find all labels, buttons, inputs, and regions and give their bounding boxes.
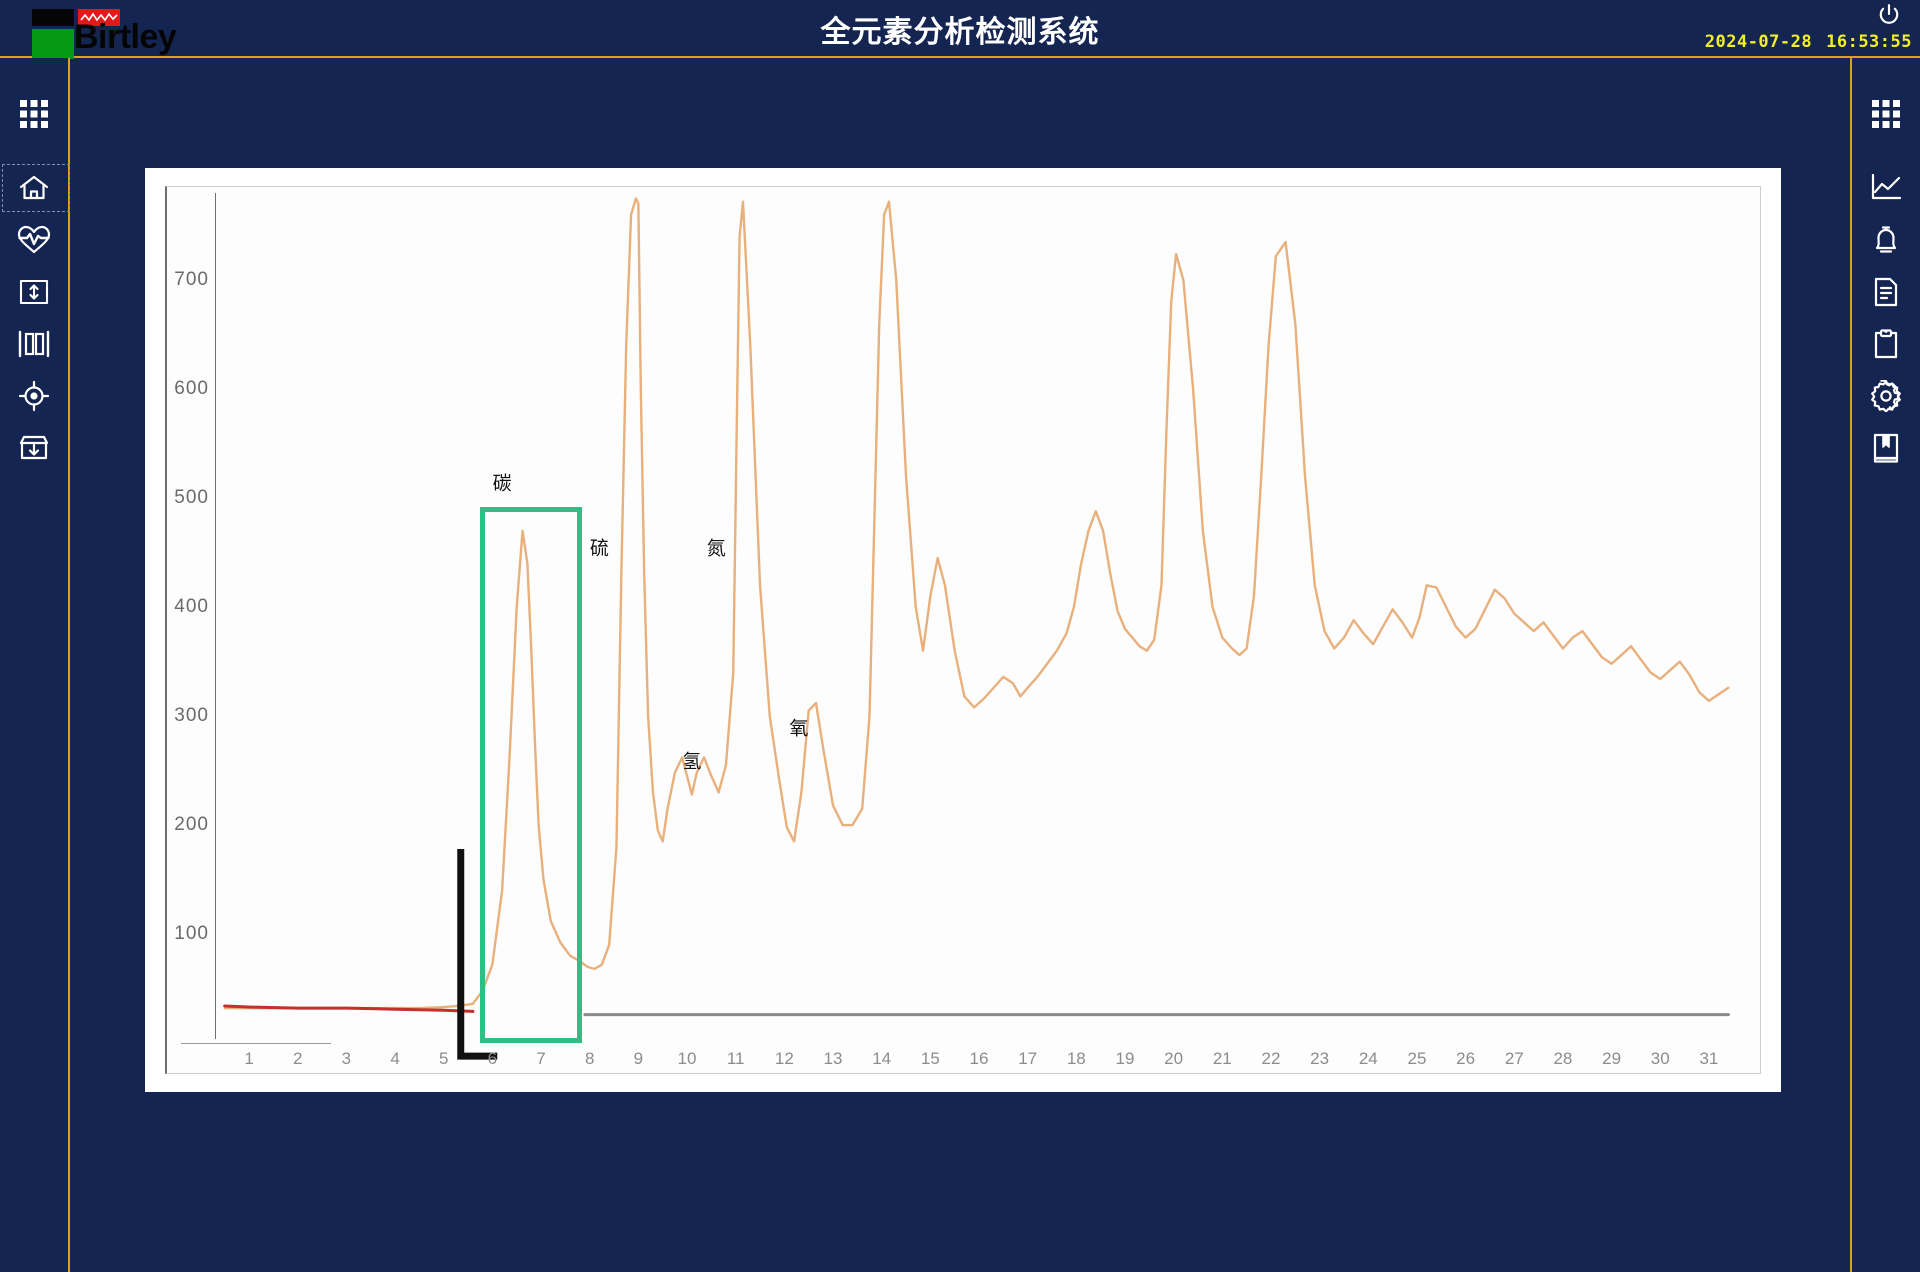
datetime-display: 2024-07-28 16:53:55 [1705, 32, 1912, 52]
birtley-logo[interactable]: Birtley [22, 4, 182, 59]
logo-green-block [32, 29, 74, 59]
bell-icon [1872, 224, 1900, 256]
document-icon [1872, 276, 1900, 308]
logo-wordmark: Birtley [74, 18, 177, 56]
sidebar-item-grid-menu-right[interactable] [1854, 88, 1918, 140]
page-title: 全元素分析检测系统 [820, 15, 1100, 50]
x-axis-tick-label: 9 [633, 1049, 644, 1068]
y-axis-tick-label: 500 [174, 487, 209, 509]
x-axis-tick-label: 6 [487, 1049, 498, 1068]
series-baseline-red [225, 1006, 473, 1011]
right-sidebar [1850, 58, 1920, 1272]
book-bookmark-icon [1871, 432, 1901, 464]
x-axis-tick-label: 30 [1650, 1049, 1670, 1068]
clock-time: 16:53:55 [1826, 32, 1912, 52]
sidebar-item-heart-pulse[interactable] [2, 214, 66, 266]
peak-label-hydrogen: 氢 [682, 750, 702, 773]
y-axis-tick-label: 400 [174, 596, 209, 618]
logo-red-block [78, 9, 120, 26]
x-axis-tick-label: 15 [920, 1049, 940, 1068]
x-axis-tick-label: 25 [1407, 1049, 1427, 1068]
x-axis-tick-label: 20 [1164, 1049, 1184, 1068]
gear-icon [1870, 380, 1902, 412]
sidebar-item-bar-chart[interactable] [2, 318, 66, 370]
x-axis-tick-label: 4 [390, 1049, 400, 1068]
x-axis-tick-label: 22 [1261, 1049, 1281, 1068]
sidebar-item-home[interactable] [2, 162, 70, 214]
peak-label-oxygen: 氧 [789, 717, 809, 740]
clock-date: 2024-07-28 [1704, 32, 1813, 52]
y-axis-tick-label: 700 [174, 269, 209, 291]
x-axis-tick-label: 1 [244, 1049, 254, 1068]
x-axis-stub-line [181, 1043, 331, 1044]
spectrum-chart-panel: 100 200 300 400 500 600 700 碳硫氮氧氢 1 2 3 4 5 6 7 8 9 10 1… [145, 168, 1781, 1092]
x-axis-tick-label: 13 [823, 1049, 843, 1068]
x-axis-tick-label: 7 [536, 1049, 546, 1068]
sidebar-item-document[interactable] [1854, 266, 1918, 318]
series-spectrum [225, 198, 1729, 1008]
spectrum-curves [215, 193, 1743, 1043]
x-axis-tick-label: 18 [1066, 1049, 1086, 1068]
sidebar-item-clipboard[interactable] [1854, 318, 1918, 370]
peak-label-nitrogen: 氮 [706, 537, 726, 560]
x-axis-tick-label: 14 [872, 1049, 892, 1068]
grid-menu-icon [19, 99, 49, 129]
x-axis-tick-label: 31 [1699, 1049, 1719, 1068]
y-axis-tick-label: 200 [174, 814, 209, 836]
plot-area[interactable]: 碳硫 氮氧氢 [215, 193, 1743, 1043]
peak-label-sulfur: 硫 [589, 537, 609, 560]
sidebar-item-target[interactable] [2, 370, 66, 422]
x-axis-labels: 1 2 3 4 5 6 7 8 9 10 11 12 13 14 15 16 17 18 19 20 21 22 23 24 2… [215, 1049, 1743, 1079]
integration-bracket [461, 849, 497, 1056]
y-axis-tick-label: 600 [174, 378, 209, 400]
x-axis-tick-label: 24 [1358, 1049, 1378, 1068]
sidebar-item-bell[interactable] [1854, 214, 1918, 266]
sidebar-item-resize-vertical[interactable] [2, 266, 66, 318]
power-icon[interactable] [1876, 2, 1902, 28]
bar-chart-icon [18, 330, 50, 358]
x-axis-tick-label: 27 [1504, 1049, 1524, 1068]
home-icon [18, 172, 50, 204]
x-axis-tick-label: 21 [1212, 1049, 1232, 1068]
sidebar-item-line-chart[interactable] [1854, 162, 1918, 214]
x-axis-tick-label: 11 [726, 1049, 745, 1068]
grid-menu-icon [1871, 99, 1901, 129]
x-axis-tick-label: 23 [1310, 1049, 1330, 1068]
sidebar-item-grid-menu[interactable] [2, 88, 66, 140]
sidebar-item-manual[interactable] [1854, 422, 1918, 474]
sidebar-item-settings[interactable] [1854, 370, 1918, 422]
line-chart-icon [1870, 173, 1902, 203]
y-axis-tick-label: 300 [174, 705, 209, 727]
chart-canvas: 100 200 300 400 500 600 700 碳硫氮氧氢 1 2 3 4 5 6 7 8 9 10 1… [165, 186, 1761, 1074]
power-glyph [1879, 4, 1899, 24]
x-axis-tick-label: 17 [1018, 1049, 1038, 1068]
x-axis-tick-label: 16 [969, 1049, 989, 1068]
peak-label-carbon: 碳 [492, 472, 512, 495]
y-axis-line [215, 193, 216, 1039]
app-header: Birtley 全元素分析检测系统 2024-07-28 16:53:55 [0, 0, 1920, 59]
x-axis-tick-label: 5 [438, 1049, 449, 1068]
resize-vertical-icon [19, 277, 49, 307]
left-sidebar [0, 58, 70, 1272]
logo-waveform-icon [80, 12, 118, 22]
sidebar-item-archive-download[interactable] [2, 422, 66, 474]
x-axis-tick-label: 8 [584, 1049, 595, 1068]
x-axis-tick-label: 28 [1553, 1049, 1573, 1068]
x-axis-tick-label: 12 [774, 1049, 794, 1068]
x-axis-tick-label: 26 [1456, 1049, 1476, 1068]
x-axis-tick-label: 29 [1602, 1049, 1622, 1068]
x-axis-tick-label: 10 [677, 1049, 697, 1068]
y-axis-labels: 100 200 300 400 500 600 700 [167, 187, 215, 1037]
x-axis-tick-label: 19 [1115, 1049, 1135, 1068]
heart-pulse-icon [17, 225, 51, 255]
logo-black-block [32, 9, 74, 26]
x-axis-tick-label: 2 [292, 1049, 303, 1068]
clipboard-icon [1872, 328, 1900, 360]
y-axis-tick-label: 100 [174, 923, 209, 945]
archive-download-icon [18, 434, 50, 462]
x-axis-tick-label: 3 [341, 1049, 352, 1068]
target-icon [18, 380, 50, 412]
